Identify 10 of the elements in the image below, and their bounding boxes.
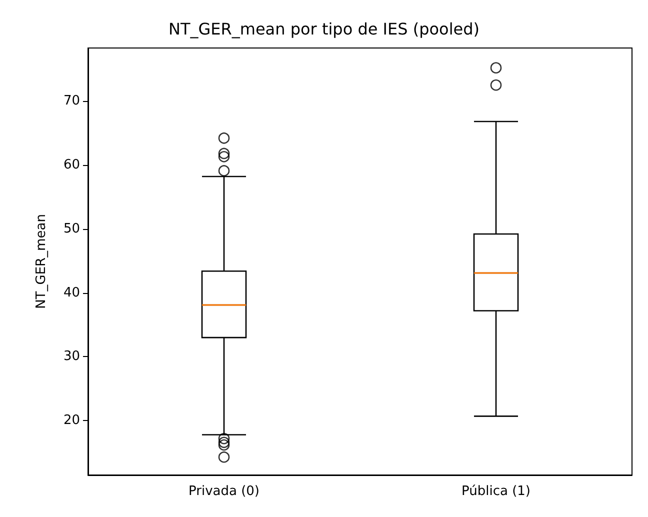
y-tick-label: 30: [63, 349, 80, 364]
y-tick-label: 60: [63, 157, 80, 172]
x-tick-label: Pública (1): [462, 484, 530, 499]
y-tick-label: 40: [63, 285, 80, 300]
y-axis-title: NT_GER_mean: [34, 214, 49, 309]
y-tick-label: 70: [63, 94, 80, 109]
y-tick-label: 20: [63, 413, 80, 428]
chart-title: NT_GER_mean por tipo de IES (pooled): [168, 20, 480, 38]
x-tick-label: Privada (0): [188, 484, 260, 499]
y-tick-label: 50: [63, 221, 80, 236]
